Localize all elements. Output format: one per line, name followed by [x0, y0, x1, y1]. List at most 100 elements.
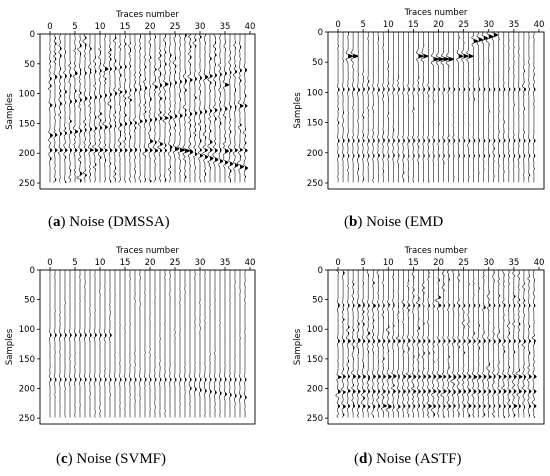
- trace-fill: [185, 34, 190, 184]
- trace-22: [157, 34, 164, 183]
- trace-1: [54, 269, 57, 418]
- trace-fill: [210, 34, 214, 184]
- caption-d: (d) Noise (ASTF): [354, 451, 462, 467]
- x-tick-label: 35: [508, 258, 519, 268]
- y-tick-label: 100: [19, 90, 35, 100]
- trace-21: [154, 270, 157, 418]
- y-tick-label: 50: [312, 296, 323, 306]
- trace-15: [411, 269, 417, 418]
- trace-31: [203, 270, 207, 418]
- trace-0: [336, 32, 340, 183]
- trace-35: [222, 34, 230, 183]
- trace-fill: [463, 270, 467, 419]
- trace-37: [521, 270, 527, 418]
- x-tick-label: 10: [383, 20, 394, 30]
- y-tick-label: 250: [19, 179, 35, 189]
- trace-6: [76, 34, 83, 183]
- trace-35: [223, 270, 228, 418]
- x-tick-label: 0: [47, 258, 52, 268]
- trace-fill: [205, 34, 209, 184]
- x-tick-label: 35: [220, 22, 231, 32]
- caption-c: (c) Noise (SVMF): [56, 451, 167, 467]
- trace-7: [83, 270, 87, 418]
- trace-27: [471, 31, 479, 183]
- trace-38: [239, 270, 242, 418]
- x-tick-label: 40: [245, 22, 256, 32]
- y-tick-label: 100: [307, 325, 323, 335]
- trace-fill: [438, 32, 444, 183]
- y-tick-label: 0: [318, 28, 323, 38]
- trace-19: [430, 32, 439, 183]
- trace-fill: [60, 34, 63, 184]
- trace-fill: [503, 270, 507, 419]
- trace-fill: [413, 270, 417, 419]
- trace-fill: [368, 270, 371, 419]
- trace-35: [511, 269, 518, 418]
- trace-15: [124, 270, 127, 418]
- trace-6: [79, 270, 82, 418]
- trace-fill: [95, 34, 99, 184]
- trace-fill: [433, 270, 437, 419]
- trace-9: [381, 270, 388, 418]
- y-tick-label: 250: [307, 414, 323, 424]
- trace-39: [531, 269, 537, 418]
- trace-32: [207, 34, 214, 183]
- trace-2: [57, 33, 64, 183]
- trace-fill: [358, 270, 361, 419]
- x-tick-label: 5: [360, 258, 365, 268]
- trace-fill: [378, 270, 381, 419]
- trace-32: [497, 31, 501, 183]
- x-tick-label: 20: [433, 20, 444, 30]
- trace-16: [127, 34, 133, 183]
- trace-34: [506, 269, 512, 418]
- trace-16: [416, 32, 424, 183]
- trace-10: [385, 270, 392, 418]
- axes-frame: [39, 269, 256, 425]
- trace-11: [391, 270, 397, 418]
- trace-fill: [105, 34, 109, 184]
- trace-23: [164, 270, 167, 418]
- y-tick-label: 100: [19, 325, 35, 335]
- trace-14: [119, 270, 122, 418]
- trace-fill: [518, 270, 523, 419]
- trace-14: [407, 31, 411, 183]
- y-tick-label: 50: [24, 296, 35, 306]
- trace-fill: [115, 34, 118, 184]
- trace-2: [346, 270, 351, 418]
- trace-fill: [100, 34, 104, 184]
- trace-3: [351, 270, 357, 418]
- trace-7: [371, 270, 377, 418]
- trace-33: [501, 269, 507, 418]
- trace-7: [372, 31, 375, 183]
- trace-10: [97, 34, 104, 183]
- trace-fill: [498, 270, 502, 419]
- caption-a: (a) Noise (DMSSA): [48, 214, 170, 230]
- trace-fill: [523, 270, 527, 419]
- y-axis-label: Samples: [293, 328, 303, 365]
- x-tick-label: 20: [145, 258, 156, 268]
- trace-29: [193, 269, 197, 418]
- y-tick-label: 50: [312, 58, 323, 68]
- trace-31: [491, 31, 499, 183]
- trace-fill: [478, 32, 483, 183]
- y-tick-label: 200: [307, 384, 323, 394]
- trace-25: [174, 270, 177, 418]
- trace-26: [466, 32, 474, 183]
- trace-fill: [528, 270, 532, 419]
- y-tick-label: 150: [307, 119, 323, 129]
- trace-37: [233, 270, 237, 418]
- trace-0: [48, 270, 52, 418]
- trace-fill: [343, 270, 346, 419]
- x-tick-label: 10: [383, 258, 394, 268]
- trace-8: [89, 270, 92, 418]
- trace-24: [456, 269, 462, 418]
- trace-fill: [478, 270, 482, 419]
- trace-fill: [473, 32, 478, 183]
- trace-15: [412, 31, 416, 183]
- trace-9: [382, 31, 385, 183]
- trace-5: [73, 270, 77, 418]
- trace-16: [129, 270, 132, 418]
- trace-17: [134, 270, 137, 418]
- x-axis-label: Traces number: [115, 10, 179, 20]
- x-tick-label: 30: [195, 22, 206, 32]
